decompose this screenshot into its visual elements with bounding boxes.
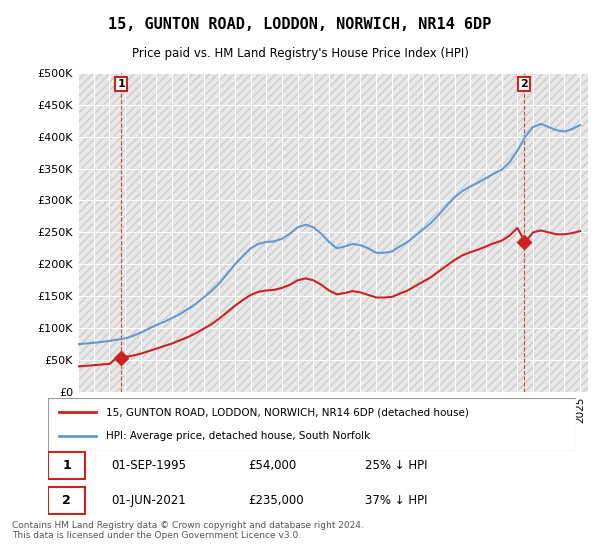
- Text: 15, GUNTON ROAD, LODDON, NORWICH, NR14 6DP: 15, GUNTON ROAD, LODDON, NORWICH, NR14 6…: [109, 17, 491, 32]
- Text: HPI: Average price, detached house, South Norfolk: HPI: Average price, detached house, Sout…: [106, 431, 370, 441]
- Text: 01-SEP-1995: 01-SEP-1995: [112, 459, 187, 472]
- Text: £54,000: £54,000: [248, 459, 297, 472]
- Text: 1: 1: [117, 79, 125, 89]
- Text: 25% ↓ HPI: 25% ↓ HPI: [365, 459, 427, 472]
- Text: Price paid vs. HM Land Registry's House Price Index (HPI): Price paid vs. HM Land Registry's House …: [131, 47, 469, 60]
- Text: 2: 2: [62, 494, 71, 507]
- Text: 2: 2: [520, 79, 528, 89]
- Text: £235,000: £235,000: [248, 494, 304, 507]
- Text: 01-JUN-2021: 01-JUN-2021: [112, 494, 186, 507]
- Text: 1: 1: [62, 459, 71, 472]
- Text: Contains HM Land Registry data © Crown copyright and database right 2024.
This d: Contains HM Land Registry data © Crown c…: [12, 521, 364, 540]
- FancyBboxPatch shape: [48, 452, 85, 479]
- Text: 37% ↓ HPI: 37% ↓ HPI: [365, 494, 427, 507]
- Text: 15, GUNTON ROAD, LODDON, NORWICH, NR14 6DP (detached house): 15, GUNTON ROAD, LODDON, NORWICH, NR14 6…: [106, 408, 469, 418]
- FancyBboxPatch shape: [48, 487, 85, 514]
- FancyBboxPatch shape: [48, 398, 576, 451]
